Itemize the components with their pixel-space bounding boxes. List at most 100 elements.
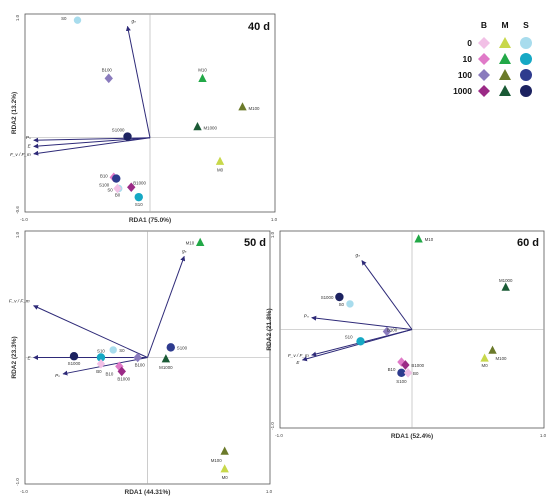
sample-point: [112, 174, 121, 183]
env-arrow: [361, 260, 413, 330]
point-label: S0: [339, 302, 345, 307]
point-label: M100: [211, 458, 223, 463]
sample-point: [96, 359, 106, 369]
point-label: B0: [413, 371, 419, 376]
legend-marker: [520, 53, 532, 65]
point-label: S1000: [321, 295, 334, 300]
arrow-label: F_v / F_m: [288, 353, 309, 358]
point-label: S1000: [112, 128, 125, 133]
env-arrow: [147, 255, 186, 358]
point-label: M1000: [159, 365, 173, 370]
y-tick-label-max: 1.0: [15, 231, 20, 238]
point-label: S1000: [68, 361, 81, 366]
sample-point: [115, 361, 124, 372]
sample-point: [198, 73, 207, 82]
sample-point: [488, 345, 497, 354]
sample-point: [123, 132, 132, 141]
legend-marker: [499, 85, 511, 96]
point-label: S100: [177, 345, 188, 350]
arrow-label: F_v / F_m: [10, 152, 31, 157]
x-tick-label-max: 1.0: [540, 433, 547, 438]
arrow-label: Pₙ: [26, 135, 31, 140]
legend-row-label: 100: [458, 70, 472, 80]
sample-point: [345, 299, 355, 309]
sample-point: [193, 122, 202, 131]
legend-column-header: S: [523, 20, 529, 30]
sample-point: [403, 368, 413, 378]
point-label: M0: [217, 167, 224, 172]
arrow-label: gₛ: [182, 248, 187, 253]
panel-title: 60 d: [517, 237, 539, 249]
sample-point: [161, 354, 171, 363]
legend-marker: [478, 37, 490, 49]
sample-point: [69, 352, 79, 361]
sample-point: [134, 192, 143, 202]
sample-point: [117, 366, 126, 377]
point-label: M10: [425, 237, 434, 242]
point-label: B10: [388, 367, 396, 372]
env-arrow: [311, 315, 413, 330]
arrow-label: F_v / F_m: [9, 299, 30, 304]
sample-point: [480, 353, 489, 362]
env-arrow: [62, 357, 148, 376]
x-tick-label-max: 1.0: [271, 217, 278, 222]
point-label: S100: [396, 379, 407, 384]
sample-point: [166, 343, 175, 352]
arrow-label: gₛ: [132, 18, 137, 23]
y-axis-title: RDA2 (23.3%): [11, 336, 18, 378]
point-label: M100: [249, 106, 261, 111]
sample-point: [401, 360, 410, 370]
legend-marker: [520, 37, 532, 49]
arrow-label: E: [27, 356, 31, 361]
legend-marker: [520, 69, 532, 81]
legend-marker: [499, 37, 511, 48]
legend-column-header: M: [501, 20, 508, 30]
env-arrow: [301, 329, 413, 362]
point-label: B10: [106, 371, 114, 376]
point-label: S0: [107, 187, 113, 192]
point-label: M10: [186, 240, 195, 245]
sample-point: [127, 182, 136, 193]
sample-point: [397, 368, 406, 378]
sample-point: [335, 292, 344, 302]
point-label: M100: [496, 356, 508, 361]
sample-point: [195, 237, 205, 246]
point-label: B100: [102, 67, 113, 72]
x-tick-label-max: 1.0: [266, 489, 273, 494]
point-label: M0: [222, 475, 229, 480]
sample-point: [104, 73, 113, 84]
y-tick-label-min: -0.6: [15, 206, 20, 214]
point-label: M0: [482, 363, 489, 368]
sample-point: [133, 352, 142, 363]
point-label: S10: [345, 334, 353, 339]
point-label: B1000: [133, 180, 146, 185]
sample-point: [113, 183, 122, 194]
point-label: B100: [387, 327, 398, 332]
sample-point: [356, 337, 365, 346]
x-tick-label-min: -1.0: [275, 433, 283, 438]
x-axis-title: RDA1 (44.31%): [125, 489, 171, 496]
sample-point: [414, 234, 423, 243]
sample-point: [220, 446, 229, 455]
legend-column-header: B: [481, 20, 487, 30]
y-tick-label-min: -1.0: [15, 478, 20, 486]
legend-marker: [520, 85, 532, 97]
legend-row-label: 1000: [453, 86, 472, 96]
y-axis-title: RDA2 (13.2%): [11, 92, 18, 134]
env-arrow: [33, 305, 148, 358]
panel-40-d: -1.0 1.0 1.0 -0.6 RDA1 (75.0%) RDA2 (13.2%) 40…: [10, 13, 278, 224]
arrow-label: E: [28, 143, 32, 148]
point-label: B0: [96, 369, 102, 374]
sample-point: [108, 345, 118, 355]
legend-marker: [499, 69, 511, 80]
y-tick-label-min: -1.0: [270, 422, 275, 430]
sample-point: [72, 15, 83, 25]
x-tick-label-min: -1.0: [20, 217, 28, 222]
arrow-label: Pₙ: [304, 314, 309, 319]
sample-point: [501, 282, 510, 291]
x-axis-title: RDA1 (75.0%): [129, 217, 171, 224]
panel-title: 40 d: [248, 21, 270, 33]
legend-marker: [478, 53, 490, 65]
